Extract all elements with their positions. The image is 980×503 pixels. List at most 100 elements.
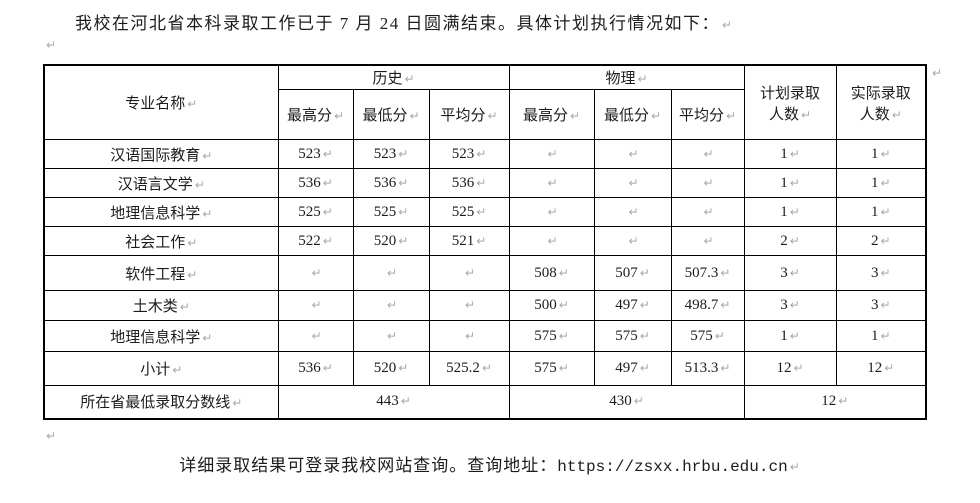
pilcrow-icon: ↵ [333,109,345,123]
pilcrow-icon: ↵ [464,298,476,312]
major-name-cell: 地理信息科学 ↵ [43,197,279,227]
actual-count-label-line1: 实际录取 [850,85,911,102]
pilcrow-icon: ↵ [880,204,891,219]
major-name-cell: 汉语国际教育 ↵ [43,139,279,169]
history-max-cell: 536 ↵ [277,168,354,198]
pilcrow-icon: ↵ [789,328,800,343]
planned-count-cell: 1 ↵ [743,197,837,227]
history-min-cell: 523 ↵ [352,139,430,169]
physics-min-cell: ↵ [593,168,672,198]
score-value: 575 [690,327,713,344]
pilcrow-icon: ↵ [398,175,409,190]
physics-avg-cell: 513.3 ↵ [670,351,745,386]
pilcrow-icon: ↵ [703,204,714,219]
pilcrow-icon: ↵ [801,107,812,122]
count-value: 2 [871,232,879,249]
min-score-label: 最低分 [603,108,649,124]
pilcrow-icon: ↵ [464,265,476,280]
actual-count-cell: 1 ↵ [835,320,927,352]
score-value: 575 [534,360,557,376]
history-avg-cell: 523 ↵ [428,139,510,169]
pilcrow-icon: ↵ [202,330,213,345]
subtotal-row: 小计 ↵ 536 ↵ 520 ↵ 525.2 ↵ 575 ↵ 497 ↵ 513.3 ↵ 12… [43,351,927,386]
pilcrow-icon: ↵ [884,361,895,375]
physics-avg-cell: 507.3 ↵ [670,255,745,291]
planned-count-cell: 12 ↵ [743,351,837,386]
actual-count-cell: 1 ↵ [835,139,927,169]
pilcrow-icon: ↵ [386,328,398,343]
pilcrow-icon: ↵ [172,363,183,377]
score-value: 430 [609,393,632,410]
major-header-cell: 专业名称 ↵ [43,64,279,140]
pilcrow-icon: ↵ [838,394,849,409]
table-row-end-mark-icon: ↵ [932,66,943,80]
physics-max-cell: ↵ [508,197,595,227]
physics-province-min-cell: 430 ↵ [508,385,745,419]
history-max-cell: 523 ↵ [277,139,354,169]
pilcrow-icon: ↵ [722,18,734,32]
avg-score-label: 平均分 [440,108,486,124]
pilcrow-icon: ↵ [880,328,891,343]
physics-avg-cell: ↵ [670,139,745,169]
major-name: 汉语言文学 [117,176,193,193]
pilcrow-icon: ↵ [789,298,800,312]
major-name: 地理信息科学 [110,205,201,222]
pilcrow-icon: ↵ [311,328,322,343]
pilcrow-icon: ↵ [464,328,476,343]
pilcrow-icon: ↵ [650,109,662,123]
actual-count-cell: 3 ↵ [835,290,927,321]
major-name-cell: 汉语言文学 ↵ [43,168,279,198]
physics-min-cell: 575 ↵ [593,320,672,352]
planned-count-cell: 3 ↵ [743,290,837,321]
pilcrow-icon: ↵ [476,146,487,161]
score-value: 497 [615,297,638,313]
physics-min-cell: ↵ [593,139,672,169]
pilcrow-icon: ↵ [633,394,644,409]
table-row: 汉语国际教育 ↵ 523 ↵ 523 ↵ 523 ↵ ↵ ↵ ↵ 1 ↵ 1 ↵ [43,139,927,169]
pilcrow-icon: ↵ [880,146,891,161]
count-value: 12 [776,360,792,376]
pilcrow-icon: ↵ [311,298,322,312]
pilcrow-icon: ↵ [547,204,558,219]
score-value: 525 [451,203,475,220]
footer-paragraph: 详细录取结果可登录我校网站查询。查询地址：https://zsxx.hrbu.e… [0,451,980,476]
footer-url: https://zsxx.hrbu.edu.cn [557,458,788,476]
total-count-cell: 12 ↵ [743,385,927,419]
history-avg-cell: 525.2 ↵ [428,351,510,386]
count-value: 1 [871,203,879,220]
pilcrow-icon: ↵ [400,394,411,409]
planned-count-cell: 1 ↵ [743,168,837,198]
max-score-label: 最高分 [522,108,568,124]
pilcrow-icon: ↵ [628,146,639,161]
pilcrow-icon: ↵ [187,267,198,282]
pilcrow-icon: ↵ [789,204,800,219]
actual-count-label-line2: 人数 [859,106,890,123]
actual-count-cell: 1 ↵ [835,168,927,198]
major-name: 土木类 [132,299,178,315]
planned-count-cell: 2 ↵ [743,226,837,256]
score-value: 575 [534,327,557,344]
history-max-cell: ↵ [277,320,354,352]
count-value: 1 [780,203,788,220]
history-province-min-cell: 443 ↵ [277,385,510,419]
pilcrow-icon: ↵ [639,361,650,375]
physics-min-cell: 497 ↵ [593,290,672,321]
pilcrow-icon: ↵ [398,233,409,248]
admission-results-table: 专业名称 ↵ 历史 ↵ 物理 ↵ 计划录取 人数 ↵ 实际录取 人数 ↵ 最高分 ↵ 最低分 ↵ … [43,64,928,420]
physics-avg-cell: ↵ [670,226,745,256]
history-max-cell: 522 ↵ [277,226,354,256]
province-min-line-row: 所在省最低录取分数线 ↵ 443 ↵ 430 ↵ 12 ↵ [43,385,927,419]
physics-min-cell: 497 ↵ [593,351,672,386]
intro-paragraph: 我校在河北省本科录取工作已于 7 月 24 日圆满结束。具体计划执行情况如下： ↵ [75,9,734,34]
history-group-label: 历史 [372,71,403,87]
table-row: 地理信息科学 ↵ ↵ ↵ ↵ 575 ↵ 575 ↵ 575 ↵ 1 ↵ 1 ↵ [43,320,927,352]
count-value: 1 [780,174,788,191]
pilcrow-icon: ↵ [789,146,800,161]
pilcrow-icon: ↵ [398,204,409,219]
history-min-cell: 525 ↵ [352,197,430,227]
physics-max-cell: ↵ [508,226,595,256]
pilcrow-icon: ↵ [386,265,398,280]
pilcrow-icon: ↵ [639,298,650,312]
score-value: 575 [615,327,638,344]
history-max-cell: ↵ [277,255,354,291]
